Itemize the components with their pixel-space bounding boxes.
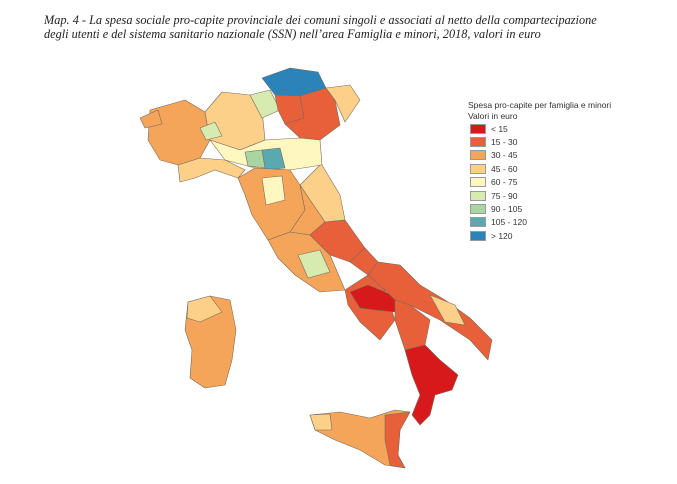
legend-item: 60 - 75: [468, 176, 611, 189]
region-roma: [297, 249, 331, 279]
legend-swatch: [470, 177, 486, 188]
map-title: Map. 4 - La spesa sociale pro-capite pro…: [44, 13, 664, 41]
legend-label: 30 - 45: [491, 150, 518, 161]
legend-item: 75 - 90: [468, 189, 611, 202]
legend-label: 75 - 90: [491, 190, 518, 201]
legend-item: < 15: [468, 122, 611, 135]
legend-item: 105 - 120: [468, 216, 611, 229]
map-legend: Spesa pro-capite per famiglia e minori V…: [468, 100, 611, 243]
legend-label: 60 - 75: [491, 177, 518, 188]
legend-swatch: [470, 204, 486, 215]
legend-swatch: [470, 190, 486, 201]
legend-item: 45 - 60: [468, 162, 611, 175]
legend-swatch: [470, 230, 486, 241]
legend-swatch: [470, 150, 486, 161]
region-sicilia-east: [384, 411, 411, 469]
title-line-2: degli utenti e del sistema sanitario naz…: [44, 27, 541, 41]
legend-swatch: [470, 163, 486, 174]
legend-swatch: [470, 123, 486, 134]
region-friuli: [325, 84, 361, 123]
legend-label: 90 - 105: [491, 204, 523, 215]
region-sardegna-north: [186, 295, 223, 323]
region-reggio: [244, 149, 266, 169]
legend-swatch: [470, 217, 486, 228]
legend-swatch: [470, 137, 486, 148]
region-lombardia-green: [199, 121, 223, 141]
legend-label: < 15: [491, 123, 508, 134]
region-calabria: [404, 344, 459, 426]
legend-label: 45 - 60: [491, 163, 518, 174]
legend-item: 30 - 45: [468, 149, 611, 162]
region-toscana-light: [261, 175, 286, 206]
legend-item: 15 - 30: [468, 135, 611, 148]
legend-item: > 120: [468, 229, 611, 242]
region-sicilia-west: [309, 413, 333, 431]
legend-label: > 120: [491, 230, 513, 241]
legend-subtitle: Valori in euro: [468, 111, 518, 121]
region-bari: [429, 294, 466, 326]
region-piemonte: [147, 99, 211, 166]
legend-label: 15 - 30: [491, 137, 518, 148]
region-aosta: [139, 109, 163, 129]
legend-label: 105 - 120: [491, 217, 527, 228]
title-line-1: Map. 4 - La spesa sociale pro-capite pro…: [44, 13, 597, 27]
legend-title: Spesa pro-capite per famiglia e minori: [468, 100, 612, 110]
legend-item: 90 - 105: [468, 202, 611, 215]
